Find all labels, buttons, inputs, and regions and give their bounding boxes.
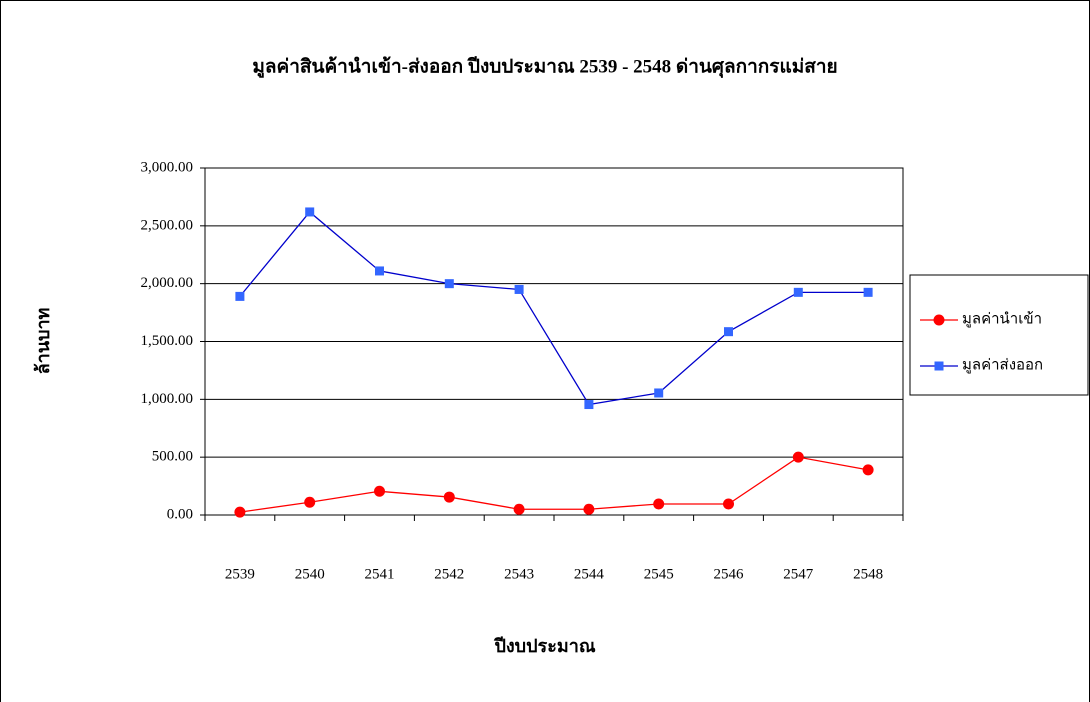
y-tick-label: 2,500.00 bbox=[141, 217, 194, 233]
point bbox=[445, 279, 454, 288]
y-tick-label: 1,500.00 bbox=[141, 333, 194, 349]
point bbox=[864, 288, 873, 297]
x-tick-label: 2547 bbox=[783, 566, 814, 582]
series-line bbox=[240, 457, 868, 512]
point bbox=[515, 285, 524, 294]
point bbox=[723, 499, 734, 510]
x-tick-label: 2548 bbox=[853, 566, 883, 582]
point bbox=[653, 499, 664, 510]
y-tick-label: 0.00 bbox=[167, 506, 193, 522]
point bbox=[514, 504, 525, 515]
y-tick-label: 2,000.00 bbox=[141, 275, 194, 291]
x-tick-label: 2542 bbox=[434, 566, 464, 582]
y-axis-title: ล้านบาท bbox=[33, 308, 53, 375]
y-tick-label: 3,000.00 bbox=[141, 159, 194, 175]
series-line bbox=[240, 212, 868, 405]
x-tick-label: 2546 bbox=[714, 566, 745, 582]
point bbox=[583, 504, 594, 515]
point bbox=[444, 492, 455, 503]
legend-label: มูลค่านำเข้า bbox=[962, 310, 1042, 327]
point bbox=[235, 292, 244, 301]
point bbox=[304, 497, 315, 508]
legend-label: มูลค่าส่งออก bbox=[962, 357, 1043, 373]
point bbox=[935, 362, 944, 371]
point bbox=[374, 486, 385, 497]
point bbox=[234, 507, 245, 518]
x-tick-label: 2543 bbox=[504, 566, 534, 582]
point bbox=[375, 266, 384, 275]
x-tick-label: 2541 bbox=[365, 566, 395, 582]
point bbox=[305, 207, 314, 216]
chart: มูลค่าสินค้านำเข้า-ส่งออก ปีงบประมาณ 253… bbox=[0, 0, 1090, 702]
x-tick-label: 2539 bbox=[225, 566, 255, 582]
x-tick-label: 2544 bbox=[574, 566, 605, 582]
point bbox=[654, 388, 663, 397]
chart-title: มูลค่าสินค้านำเข้า-ส่งออก ปีงบประมาณ 253… bbox=[252, 55, 837, 78]
x-tick-label: 2540 bbox=[295, 566, 325, 582]
y-tick-label: 500.00 bbox=[152, 449, 193, 465]
point bbox=[724, 327, 733, 336]
point bbox=[793, 452, 804, 463]
point bbox=[794, 288, 803, 297]
point bbox=[863, 464, 874, 475]
point bbox=[584, 400, 593, 409]
y-tick-label: 1,000.00 bbox=[141, 391, 194, 407]
page: {"chart_data": {"type": "line", "title":… bbox=[0, 0, 1090, 702]
x-axis-title: ปีงบประมาณ bbox=[493, 636, 596, 656]
point bbox=[934, 315, 945, 326]
legend-box bbox=[910, 275, 1088, 395]
x-tick-label: 2545 bbox=[644, 566, 674, 582]
